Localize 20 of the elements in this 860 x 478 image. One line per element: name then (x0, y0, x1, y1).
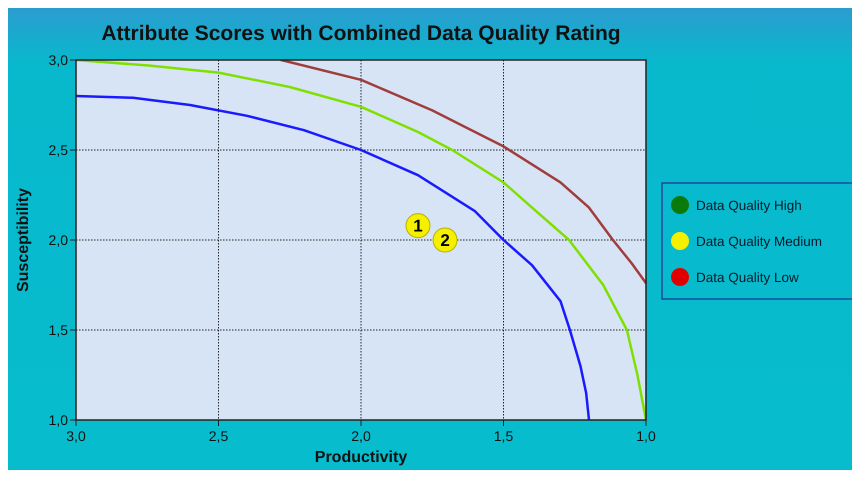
annotation: 2 (440, 231, 450, 250)
x-tick-label: 1,0 (636, 428, 656, 444)
x-tick-label: 2,5 (208, 428, 228, 444)
x-tick-label: 3,0 (66, 428, 86, 444)
legend-label: Data Quality Medium (696, 234, 822, 249)
y-axis-title: Susceptibility (15, 188, 32, 292)
x-axis-title: Productivity (314, 449, 408, 466)
y-tick-label: 2,0 (48, 232, 68, 248)
line-series (280, 60, 646, 284)
legend-label: Data Quality High (696, 198, 802, 213)
x-tick-label: 1,5 (494, 428, 514, 444)
annotation: 1 (413, 216, 423, 236)
line-series (76, 94, 590, 420)
chart-title: Attribute Scores with Combined Data Quality Rating (101, 22, 621, 45)
x-tick-label: 2,0 (351, 428, 371, 444)
y-tick-label: 1,0 (48, 412, 68, 428)
legend-label: Data Quality Low (696, 270, 800, 285)
y-tick-label: 1,5 (48, 322, 68, 338)
y-tick-label: 2,5 (48, 142, 68, 158)
y-tick-label: 3,0 (48, 52, 68, 68)
